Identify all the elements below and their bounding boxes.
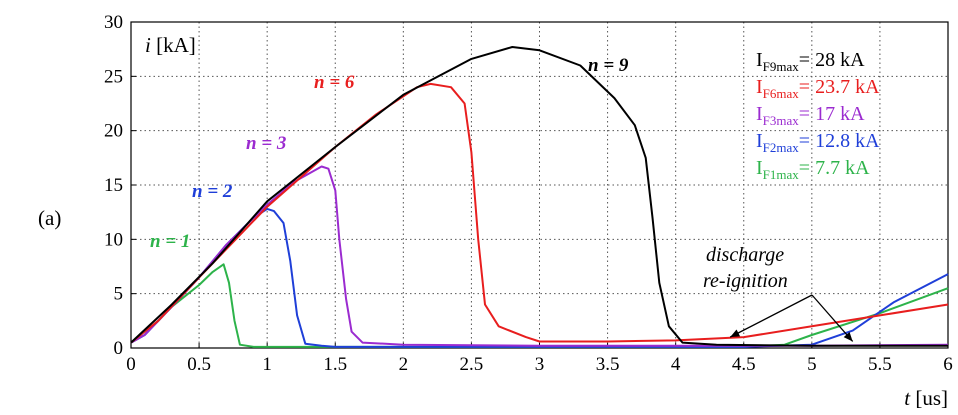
annotation-arrow	[729, 294, 813, 338]
series-label: n = 1	[150, 231, 190, 252]
y-axis-label: i [kA]	[145, 33, 196, 57]
y-tick-label: 30	[104, 12, 123, 33]
legend-entry: IF3max= 17 kA	[756, 103, 865, 128]
annotation-line-2: re-ignition	[703, 270, 788, 292]
x-tick-label: 5	[807, 354, 817, 375]
x-tick-label: 3.5	[596, 354, 620, 375]
x-tick-label: 1	[262, 354, 272, 375]
x-tick-label: 6	[943, 354, 953, 375]
series-label: n = 6	[314, 72, 355, 93]
y-tick-label: 20	[104, 121, 123, 142]
x-tick-label: 1.5	[323, 354, 347, 375]
y-tick-label: 0	[114, 338, 124, 359]
series-label: n = 3	[246, 133, 286, 154]
legend-entry: IF2max= 12.8 kA	[756, 130, 880, 155]
series-label: n = 2	[192, 181, 233, 202]
legend-entry: IF9max= 28 kA	[756, 49, 865, 74]
x-tick-label: 2.5	[460, 354, 484, 375]
annotation-arrowhead	[843, 331, 853, 342]
series-line-n9	[130, 46, 948, 347]
legend-entry: IF1max= 7.7 kA	[756, 157, 870, 182]
y-tick-label: 10	[104, 229, 123, 250]
y-tick-label: 25	[104, 66, 123, 87]
x-tick-label: 2	[399, 354, 409, 375]
panel-label: (a)	[38, 206, 62, 230]
series-line-n6	[130, 82, 949, 344]
x-tick-label: 0	[126, 354, 136, 375]
annotation-arrow	[811, 294, 854, 342]
x-tick-label: 3	[535, 354, 545, 375]
x-tick-label: 4	[671, 354, 681, 375]
y-tick-label: 15	[104, 175, 123, 196]
x-axis-label: t [us]	[904, 386, 948, 410]
legend-entry: IF6max= 23.7 kA	[756, 76, 880, 101]
x-tick-label: 0.5	[187, 354, 211, 375]
x-tick-label: 4.5	[732, 354, 756, 375]
annotation-arrowhead	[730, 329, 741, 338]
annotation-line-1: discharge	[706, 244, 784, 266]
series-label: n = 9	[588, 55, 629, 76]
x-tick-label: 5.5	[868, 354, 892, 375]
y-tick-label: 5	[114, 284, 124, 305]
